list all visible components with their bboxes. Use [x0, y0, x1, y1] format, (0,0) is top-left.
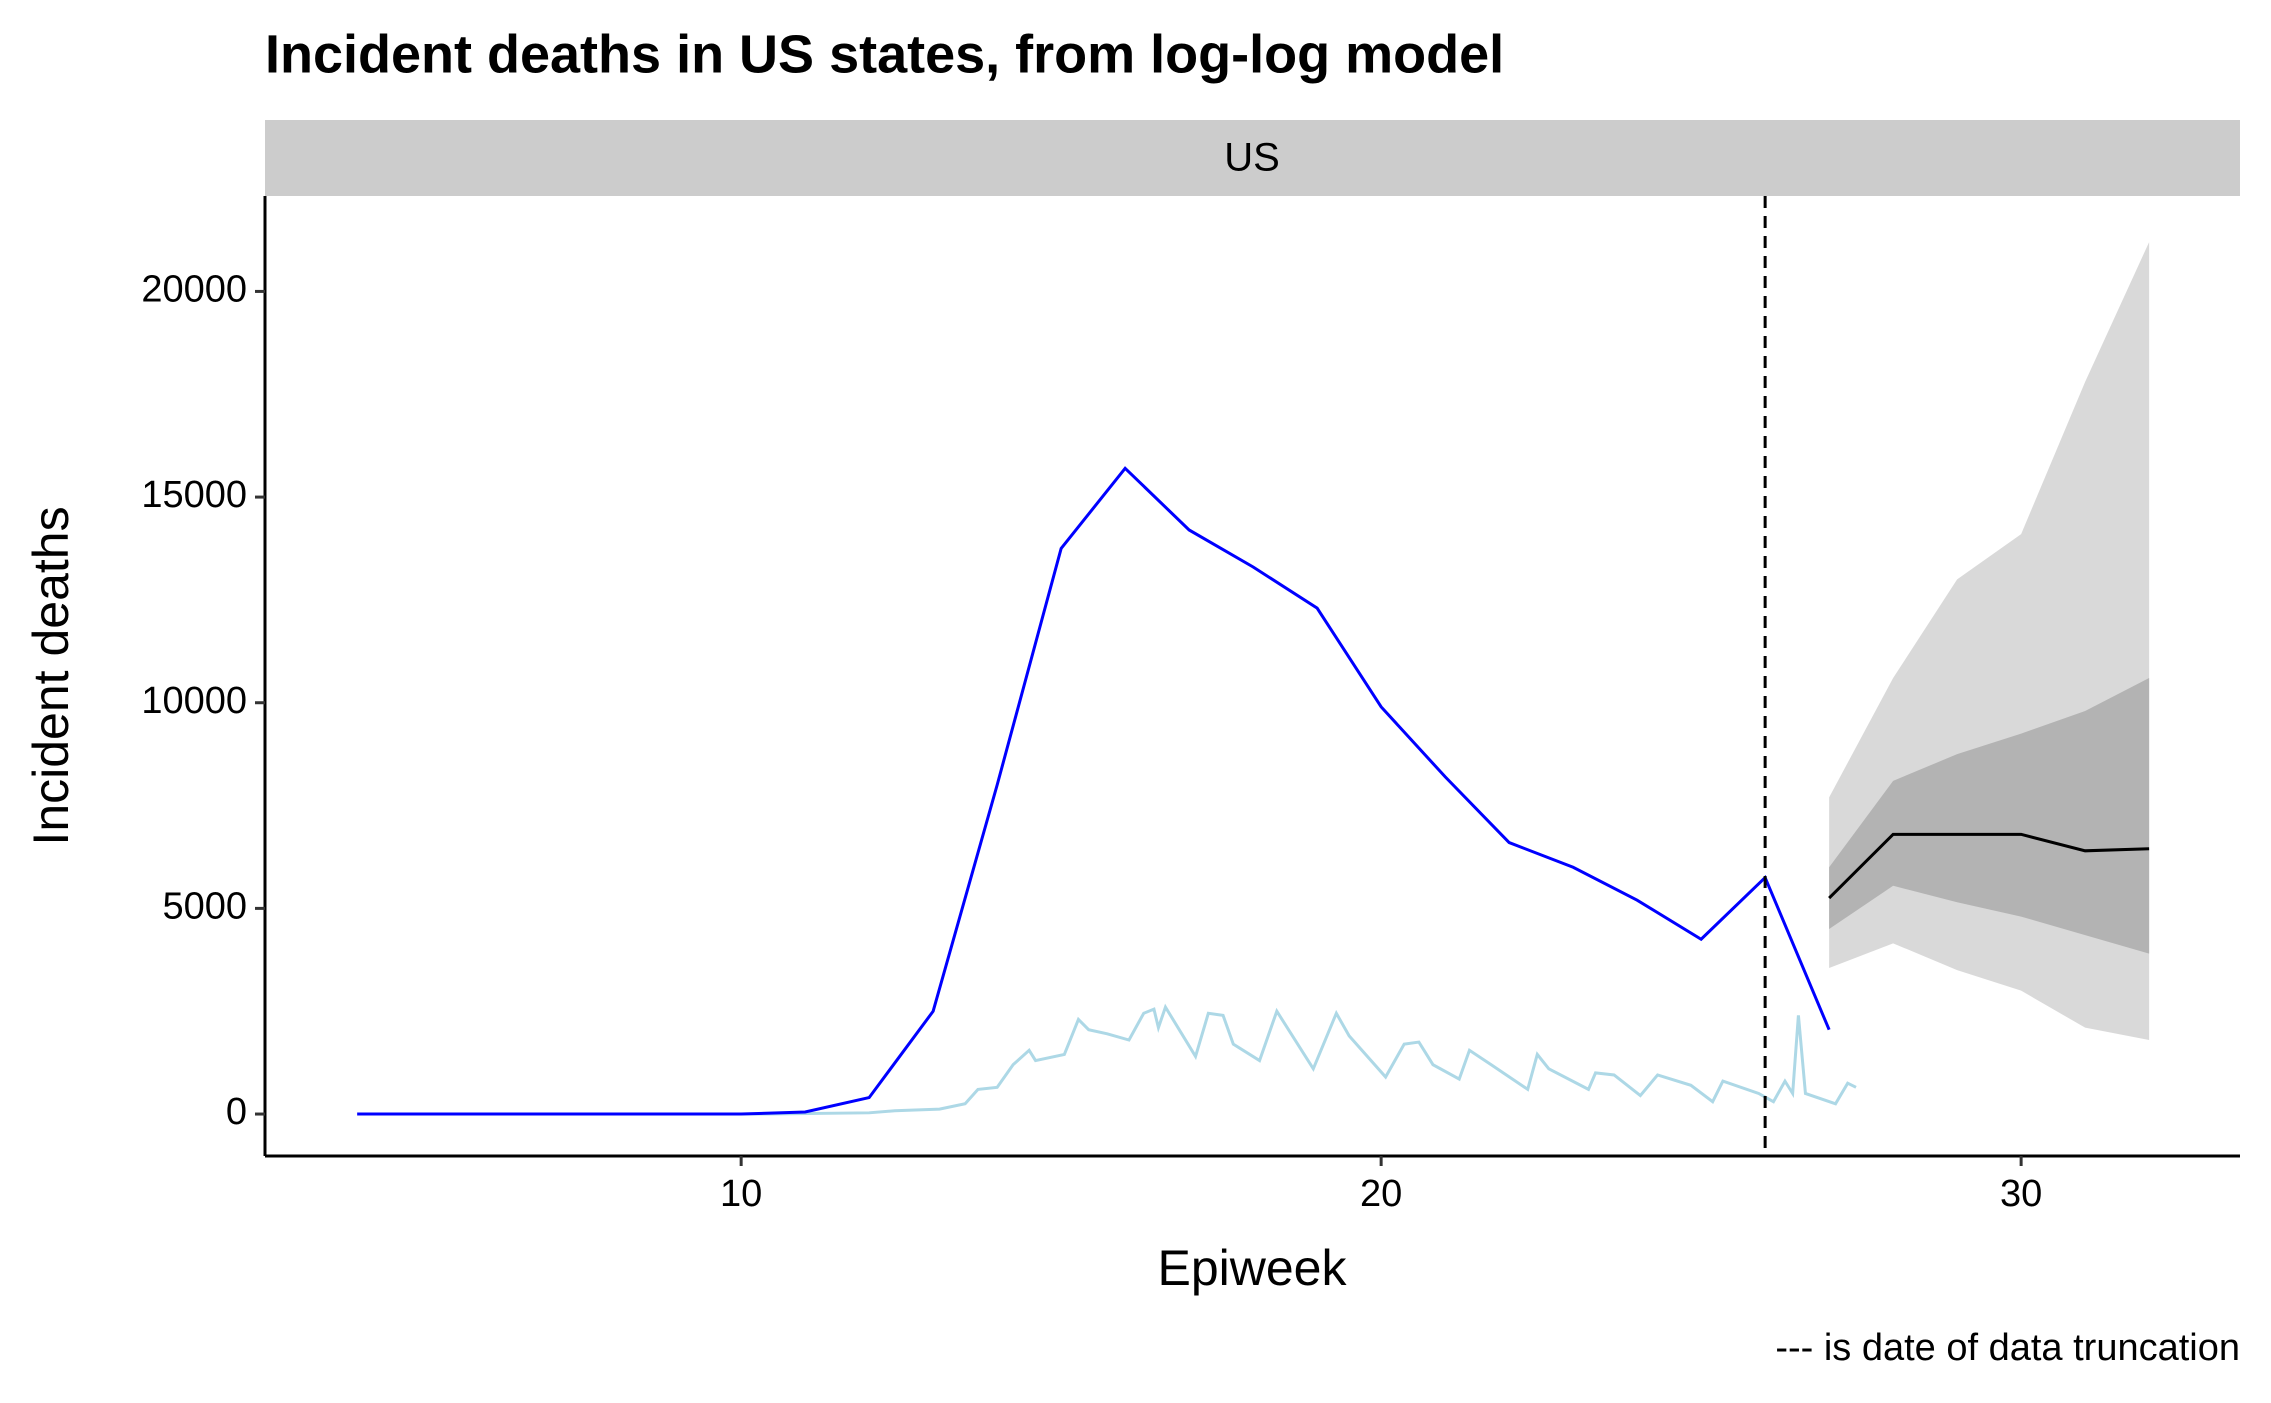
- x-axis-title: Epiweek: [1158, 1240, 1348, 1296]
- plot-area: 0 5000 10000 15000 20000 10 20 30: [141, 196, 2240, 1215]
- forecast-band: [1829, 678, 2150, 954]
- data-line: [1828, 832, 2150, 900]
- data-line: [378, 1003, 1857, 1116]
- y-tick-label: 20000: [141, 268, 247, 310]
- facet-label: US: [1224, 136, 1280, 180]
- y-tick-label: 0: [226, 1091, 247, 1133]
- y-tick-label: 15000: [141, 474, 247, 516]
- y-tick-label: 10000: [141, 680, 247, 722]
- y-axis-title: Incident deaths: [23, 506, 79, 845]
- x-tick-label: 20: [1360, 1173, 1402, 1215]
- chart-title: Incident deaths in US states, from log-l…: [265, 24, 1504, 84]
- x-tick-label: 30: [2000, 1173, 2042, 1215]
- y-tick-label: 5000: [162, 885, 247, 927]
- data-line: [357, 466, 1831, 1116]
- caption: --- is date of data truncation: [1775, 1327, 2240, 1369]
- x-tick-label: 10: [720, 1173, 762, 1215]
- facet-strip: [265, 120, 2240, 196]
